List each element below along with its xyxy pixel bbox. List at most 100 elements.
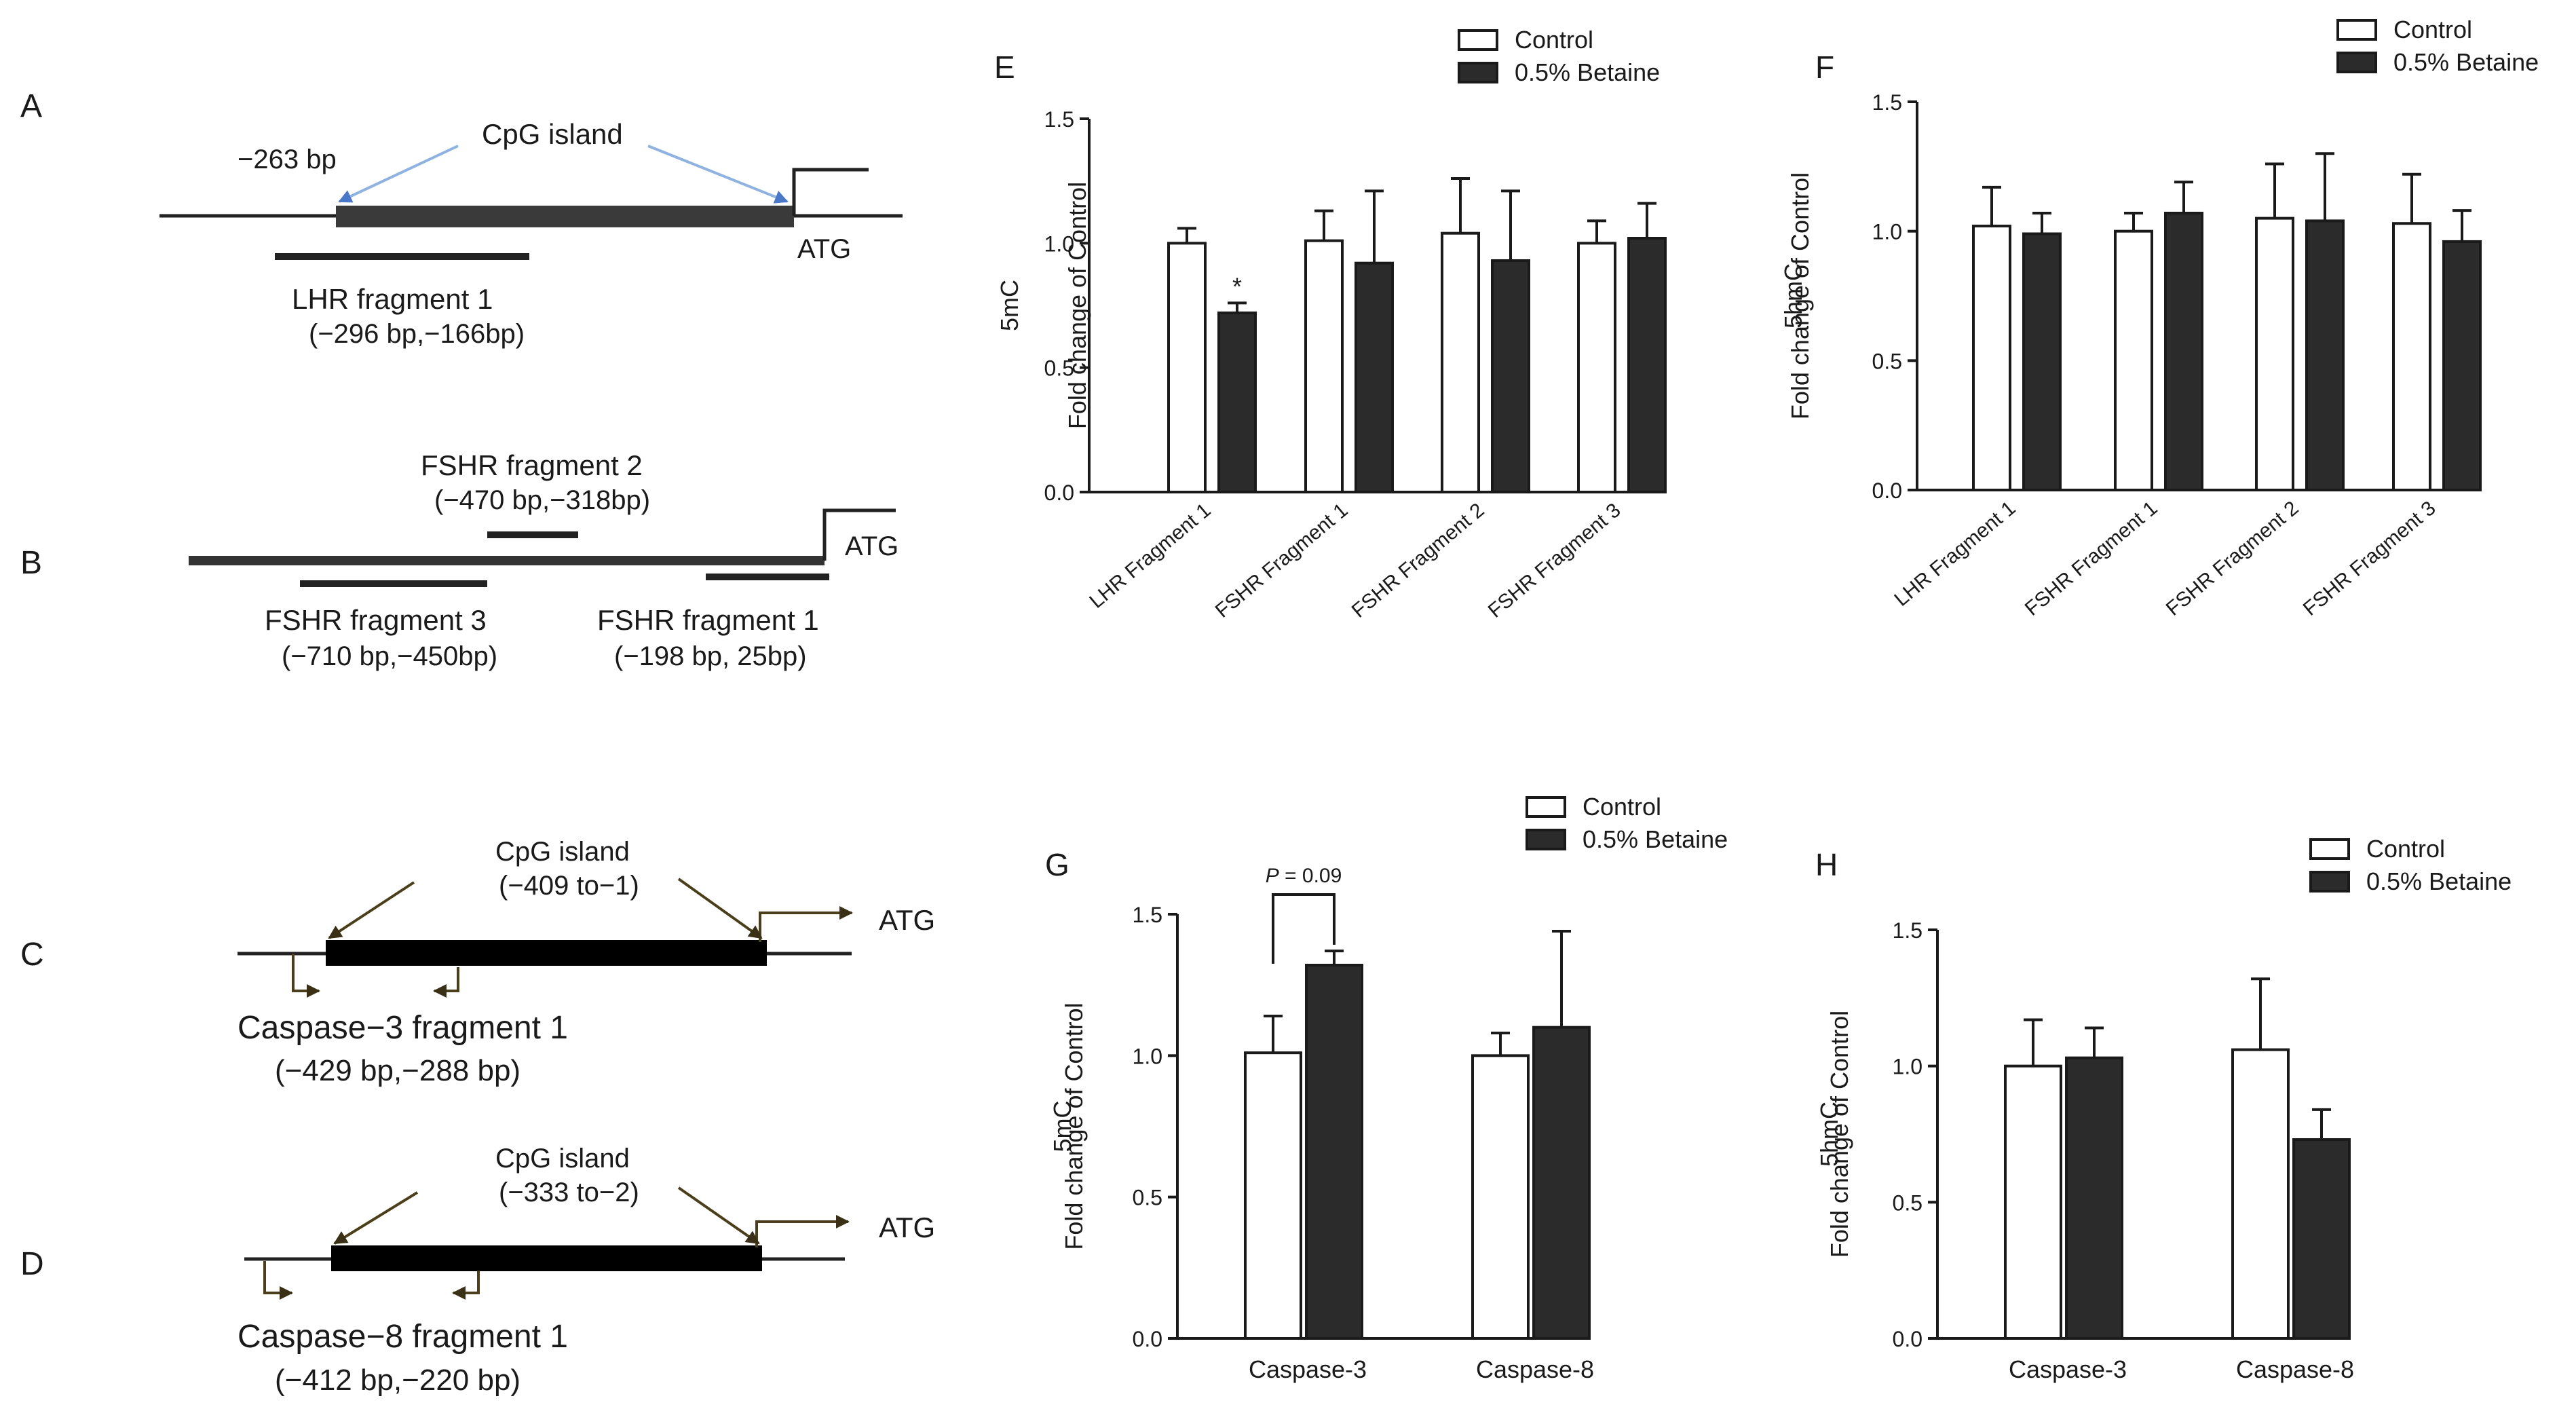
atg-arrow-c (759, 906, 853, 942)
cpg-arrow-right-a (647, 145, 789, 204)
bar-betaine-3 (2305, 219, 2345, 491)
bar-control-3 (2255, 217, 2294, 491)
cpg-island-box-d (331, 1245, 762, 1271)
y-tick-label: 1.0 (1133, 1044, 1162, 1068)
chart-e: E 0.0 0.5 1.0 1.5 5mC Fold change of Control LH… (994, 26, 1667, 622)
bar-control-2 (2114, 229, 2153, 491)
y-tick-label: 0.5 (1133, 1186, 1162, 1210)
category-label: FSHR Fragment 3 (1484, 499, 1625, 622)
lhr-fragment-1-range: (−296 bp,−166bp) (309, 319, 525, 349)
bar-betaine-1 (1217, 312, 1257, 493)
legend-label-betaine: 0.5% Betaine (1515, 58, 1660, 86)
bar-betaine-4 (2442, 240, 2482, 491)
caspase-3-fragment-name: Caspase−3 fragment 1 (238, 1010, 568, 1046)
y-tick-label: 1.5 (1872, 90, 1902, 115)
y-axis-title-line2: Fold change of Control (1786, 172, 1814, 419)
y-tick-label: 0.0 (1133, 1327, 1162, 1351)
bar-betaine-1 (2065, 1056, 2123, 1340)
panel-label-e: E (994, 50, 1015, 85)
bar-betaine-2 (1355, 261, 1394, 493)
category-label: Caspase-3 (1249, 1355, 1367, 1383)
cpg-island-label-d: CpG island (495, 1144, 630, 1173)
bar-control-2 (1471, 1054, 1530, 1340)
atg-arrow-a (792, 168, 869, 216)
cpg-island-range-c: (−409 to−1) (499, 871, 639, 901)
panel-label-b: B (20, 545, 42, 581)
cpg-island-box-a (336, 206, 794, 227)
y-axis-title-line2: Fold change of Control (1825, 1011, 1853, 1258)
legend-label-betaine: 0.5% Betaine (2393, 48, 2539, 76)
panel-label-f: F (1815, 50, 1834, 85)
legend-label-betaine: 0.5% Betaine (2366, 867, 2512, 895)
cpg-island-box-c (326, 940, 767, 966)
legend-swatch-control (2309, 838, 2350, 860)
bar-control-1 (1167, 242, 1207, 493)
bar-betaine-2 (1532, 1026, 1591, 1340)
bar-betaine-2 (2164, 211, 2203, 491)
atg-label-a: ATG (797, 234, 851, 264)
y-axis-title-line1: 5mC (1048, 1100, 1076, 1152)
diagram-c: C ATG CpG island (−409 to−1) Caspase−3 f… (20, 837, 935, 1087)
category-label: LHR Fragment 1 (1085, 499, 1215, 613)
atg-label-c: ATG (879, 904, 935, 936)
legend-label-betaine: 0.5% Betaine (1583, 825, 1728, 853)
y-tick-label: 1.0 (1893, 1055, 1922, 1079)
y-tick-label: 1.0 (1872, 220, 1902, 244)
bar-betaine-1 (2022, 232, 2062, 491)
panel-label-h: H (1815, 847, 1838, 882)
bar-control-2 (2231, 1048, 2290, 1340)
bar-betaine-4 (1627, 237, 1667, 493)
cpg-island-label-a: CpG island (482, 118, 623, 150)
caspase-8-fragment-name: Caspase−8 fragment 1 (238, 1319, 568, 1355)
reverse-primer-c (433, 967, 459, 998)
p-value-bracket (1272, 893, 1336, 964)
lhr-fragment-1-name: LHR fragment 1 (292, 283, 493, 315)
caspase-3-fragment-range: (−429 bp,−288 bp) (275, 1054, 520, 1087)
cpg-arrow-left-a (338, 145, 459, 203)
bar-control-1 (2004, 1064, 2062, 1340)
bar-betaine-1 (1305, 964, 1363, 1340)
p-value-symbol: P (1266, 865, 1279, 887)
cpg-island-label-c: CpG island (495, 837, 630, 867)
legend-swatch-control (2336, 19, 2377, 41)
legend-label-control: Control (2393, 16, 2472, 43)
y-tick-label: 0.5 (1893, 1190, 1922, 1215)
atg-arrow-b (822, 508, 896, 561)
fshr-fragment-3-name: FSHR fragment 3 (265, 604, 487, 636)
cpg-arrow-right-c (677, 878, 763, 939)
start-position-label-a: −263 bp (238, 145, 337, 174)
legend-swatch-betaine (2309, 871, 2350, 893)
bar-betaine-3 (1491, 259, 1530, 493)
legend-swatch-betaine (2336, 52, 2377, 73)
fshr-fragment-1-range: (−198 bp, 25bp) (614, 641, 807, 671)
category-label: Caspase-8 (2236, 1355, 2354, 1383)
fshr-fragment-3-range: (−710 bp,−450bp) (282, 641, 497, 671)
significance-star: * (1232, 272, 1242, 300)
reverse-primer-d (452, 1271, 480, 1300)
forward-primer-c (292, 954, 320, 998)
category-label: Caspase-8 (1476, 1355, 1594, 1383)
y-axis-title-line2: Fold change of Control (1060, 1002, 1088, 1250)
legend-swatch-control (1458, 29, 1498, 51)
y-tick-label: 1.5 (1133, 903, 1162, 927)
legend-label-control: Control (1583, 793, 1661, 821)
bar-control-4 (1577, 242, 1616, 493)
y-tick-label: 0.0 (1872, 478, 1902, 503)
y-axis-title-line2: Fold change of Control (1063, 182, 1091, 429)
cpg-arrow-left-d (333, 1191, 419, 1245)
category-label: Caspase-3 (2009, 1355, 2127, 1383)
cpg-arrow-left-c (328, 881, 415, 939)
y-tick-label: 0.0 (1044, 481, 1074, 505)
y-tick-label: 1.0 (1044, 231, 1074, 256)
y-axis-title-line1: 5hmC (1779, 263, 1807, 328)
panel-label-a: A (20, 88, 42, 124)
y-axis-title-line1: 5mC (996, 280, 1023, 331)
fshr-fragment-1-name: FSHR fragment 1 (597, 604, 819, 636)
panel-label-g: G (1045, 847, 1069, 882)
diagram-d: D ATG CpG island (−333 to−2) Caspase−8 f… (20, 1144, 935, 1397)
atg-arrow-d (755, 1215, 850, 1247)
